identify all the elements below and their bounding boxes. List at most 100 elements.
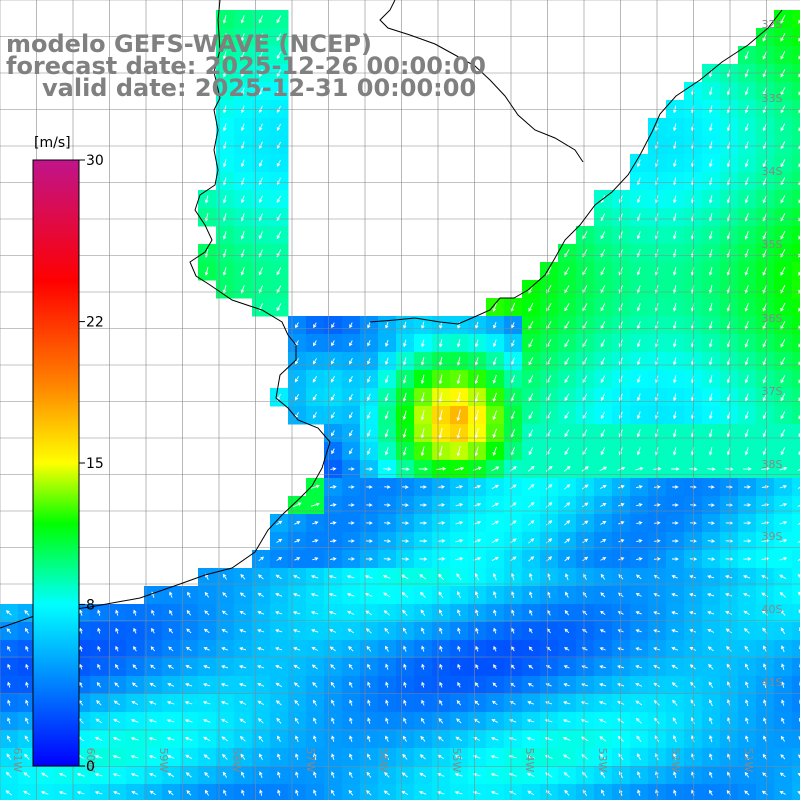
wind-arrow (384, 753, 390, 760)
wind-arrow (311, 628, 319, 633)
wind-arrow (349, 357, 353, 365)
longitude-label: 57W (304, 748, 317, 773)
wind-arrow (383, 790, 390, 796)
wind-arrow (637, 771, 641, 779)
wind-arrow (618, 447, 623, 456)
wind-arrow (166, 718, 175, 723)
latitude-label: 36S (762, 312, 783, 325)
wind-cell (378, 784, 397, 800)
wind-arrow (564, 628, 570, 634)
wind-arrow (402, 410, 407, 421)
wind-arrow (564, 502, 571, 508)
wind-speed-cells (0, 10, 800, 800)
wind-arrow (113, 700, 120, 706)
wind-arrow (618, 285, 624, 294)
wind-arrow (202, 700, 211, 705)
wind-arrow (492, 374, 497, 384)
wind-arrow (366, 521, 373, 525)
wind-arrow (419, 521, 428, 525)
wind-arrow (239, 611, 246, 615)
wind-arrow (112, 754, 121, 759)
wind-arrow (528, 338, 534, 348)
wind-arrow (277, 771, 281, 778)
wind-arrow (599, 665, 606, 669)
wind-arrow (582, 771, 588, 778)
wind-arrow (618, 771, 623, 779)
wind-arrow (420, 428, 425, 439)
colorbar-tick-label: 30 (86, 153, 104, 169)
wind-arrow (240, 15, 245, 24)
wind-arrow (563, 700, 571, 705)
wind-arrow (689, 611, 697, 615)
wind-arrow (113, 718, 121, 723)
longitude-label: 51W (742, 748, 755, 773)
wind-arrow (385, 645, 389, 652)
wind-arrow (384, 503, 391, 507)
wind-arrow (491, 538, 499, 544)
wind-arrow (709, 771, 713, 778)
wind-arrow (600, 557, 607, 561)
wind-cell (792, 676, 800, 695)
wind-arrow (599, 466, 608, 472)
wind-arrow (384, 429, 389, 438)
wind-arrow (131, 700, 139, 705)
wind-arrow (240, 123, 245, 132)
wind-arrow (7, 699, 11, 706)
wind-arrow (474, 572, 480, 581)
wind-arrow (493, 645, 497, 652)
wind-arrow (725, 539, 734, 543)
wind-arrow (744, 790, 750, 796)
wind-cell (792, 460, 800, 479)
latitude-label: 32S (762, 18, 783, 31)
wind-arrow (295, 735, 299, 742)
wind-arrow (259, 789, 263, 796)
wind-arrow (259, 771, 263, 778)
wind-cell (792, 532, 800, 551)
wind-arrow (563, 683, 570, 687)
wind-arrow (672, 303, 677, 312)
wind-arrow (725, 628, 732, 634)
wind-arrow (779, 574, 787, 580)
longitude-label: 55W (450, 748, 463, 773)
wind-arrow (600, 303, 606, 312)
wind-arrow (202, 718, 211, 723)
wind-arrow (112, 736, 121, 741)
wind-arrow (635, 593, 642, 597)
wind-arrow (114, 682, 120, 688)
wind-arrow (564, 429, 570, 438)
wind-arrow (600, 573, 606, 580)
wind-arrow (275, 700, 282, 706)
wind-arrow (330, 539, 337, 543)
wind-arrow (328, 592, 337, 597)
wind-arrow (457, 663, 461, 670)
wind-arrow (331, 322, 335, 329)
wind-arrow (330, 681, 336, 688)
wind-arrow (421, 627, 425, 634)
wind-arrow (582, 520, 589, 526)
wind-arrow (293, 502, 302, 508)
wind-arrow (294, 557, 301, 561)
wind-arrow (384, 411, 389, 420)
wind-arrow (762, 266, 768, 276)
wind-arrow (293, 682, 300, 688)
longitude-label: 54W (523, 748, 536, 773)
wind-arrow (148, 754, 157, 759)
wind-arrow (635, 629, 642, 633)
wind-arrow (328, 610, 337, 615)
wind-arrow (457, 645, 461, 652)
wind-arrow (115, 609, 119, 616)
wind-arrow (76, 790, 85, 795)
wind-arrow (582, 231, 588, 240)
wind-arrow (762, 105, 768, 114)
wind-arrow (294, 699, 300, 706)
wind-arrow (563, 466, 571, 472)
wind-arrow (97, 663, 101, 670)
wind-cell (792, 370, 800, 389)
wind-arrow (492, 410, 498, 421)
wind-arrow (564, 789, 570, 796)
wind-arrow (599, 484, 607, 489)
wind-arrow (581, 484, 589, 490)
wind-cell (792, 658, 800, 677)
wind-arrow (726, 141, 731, 150)
wind-arrow (511, 627, 515, 634)
